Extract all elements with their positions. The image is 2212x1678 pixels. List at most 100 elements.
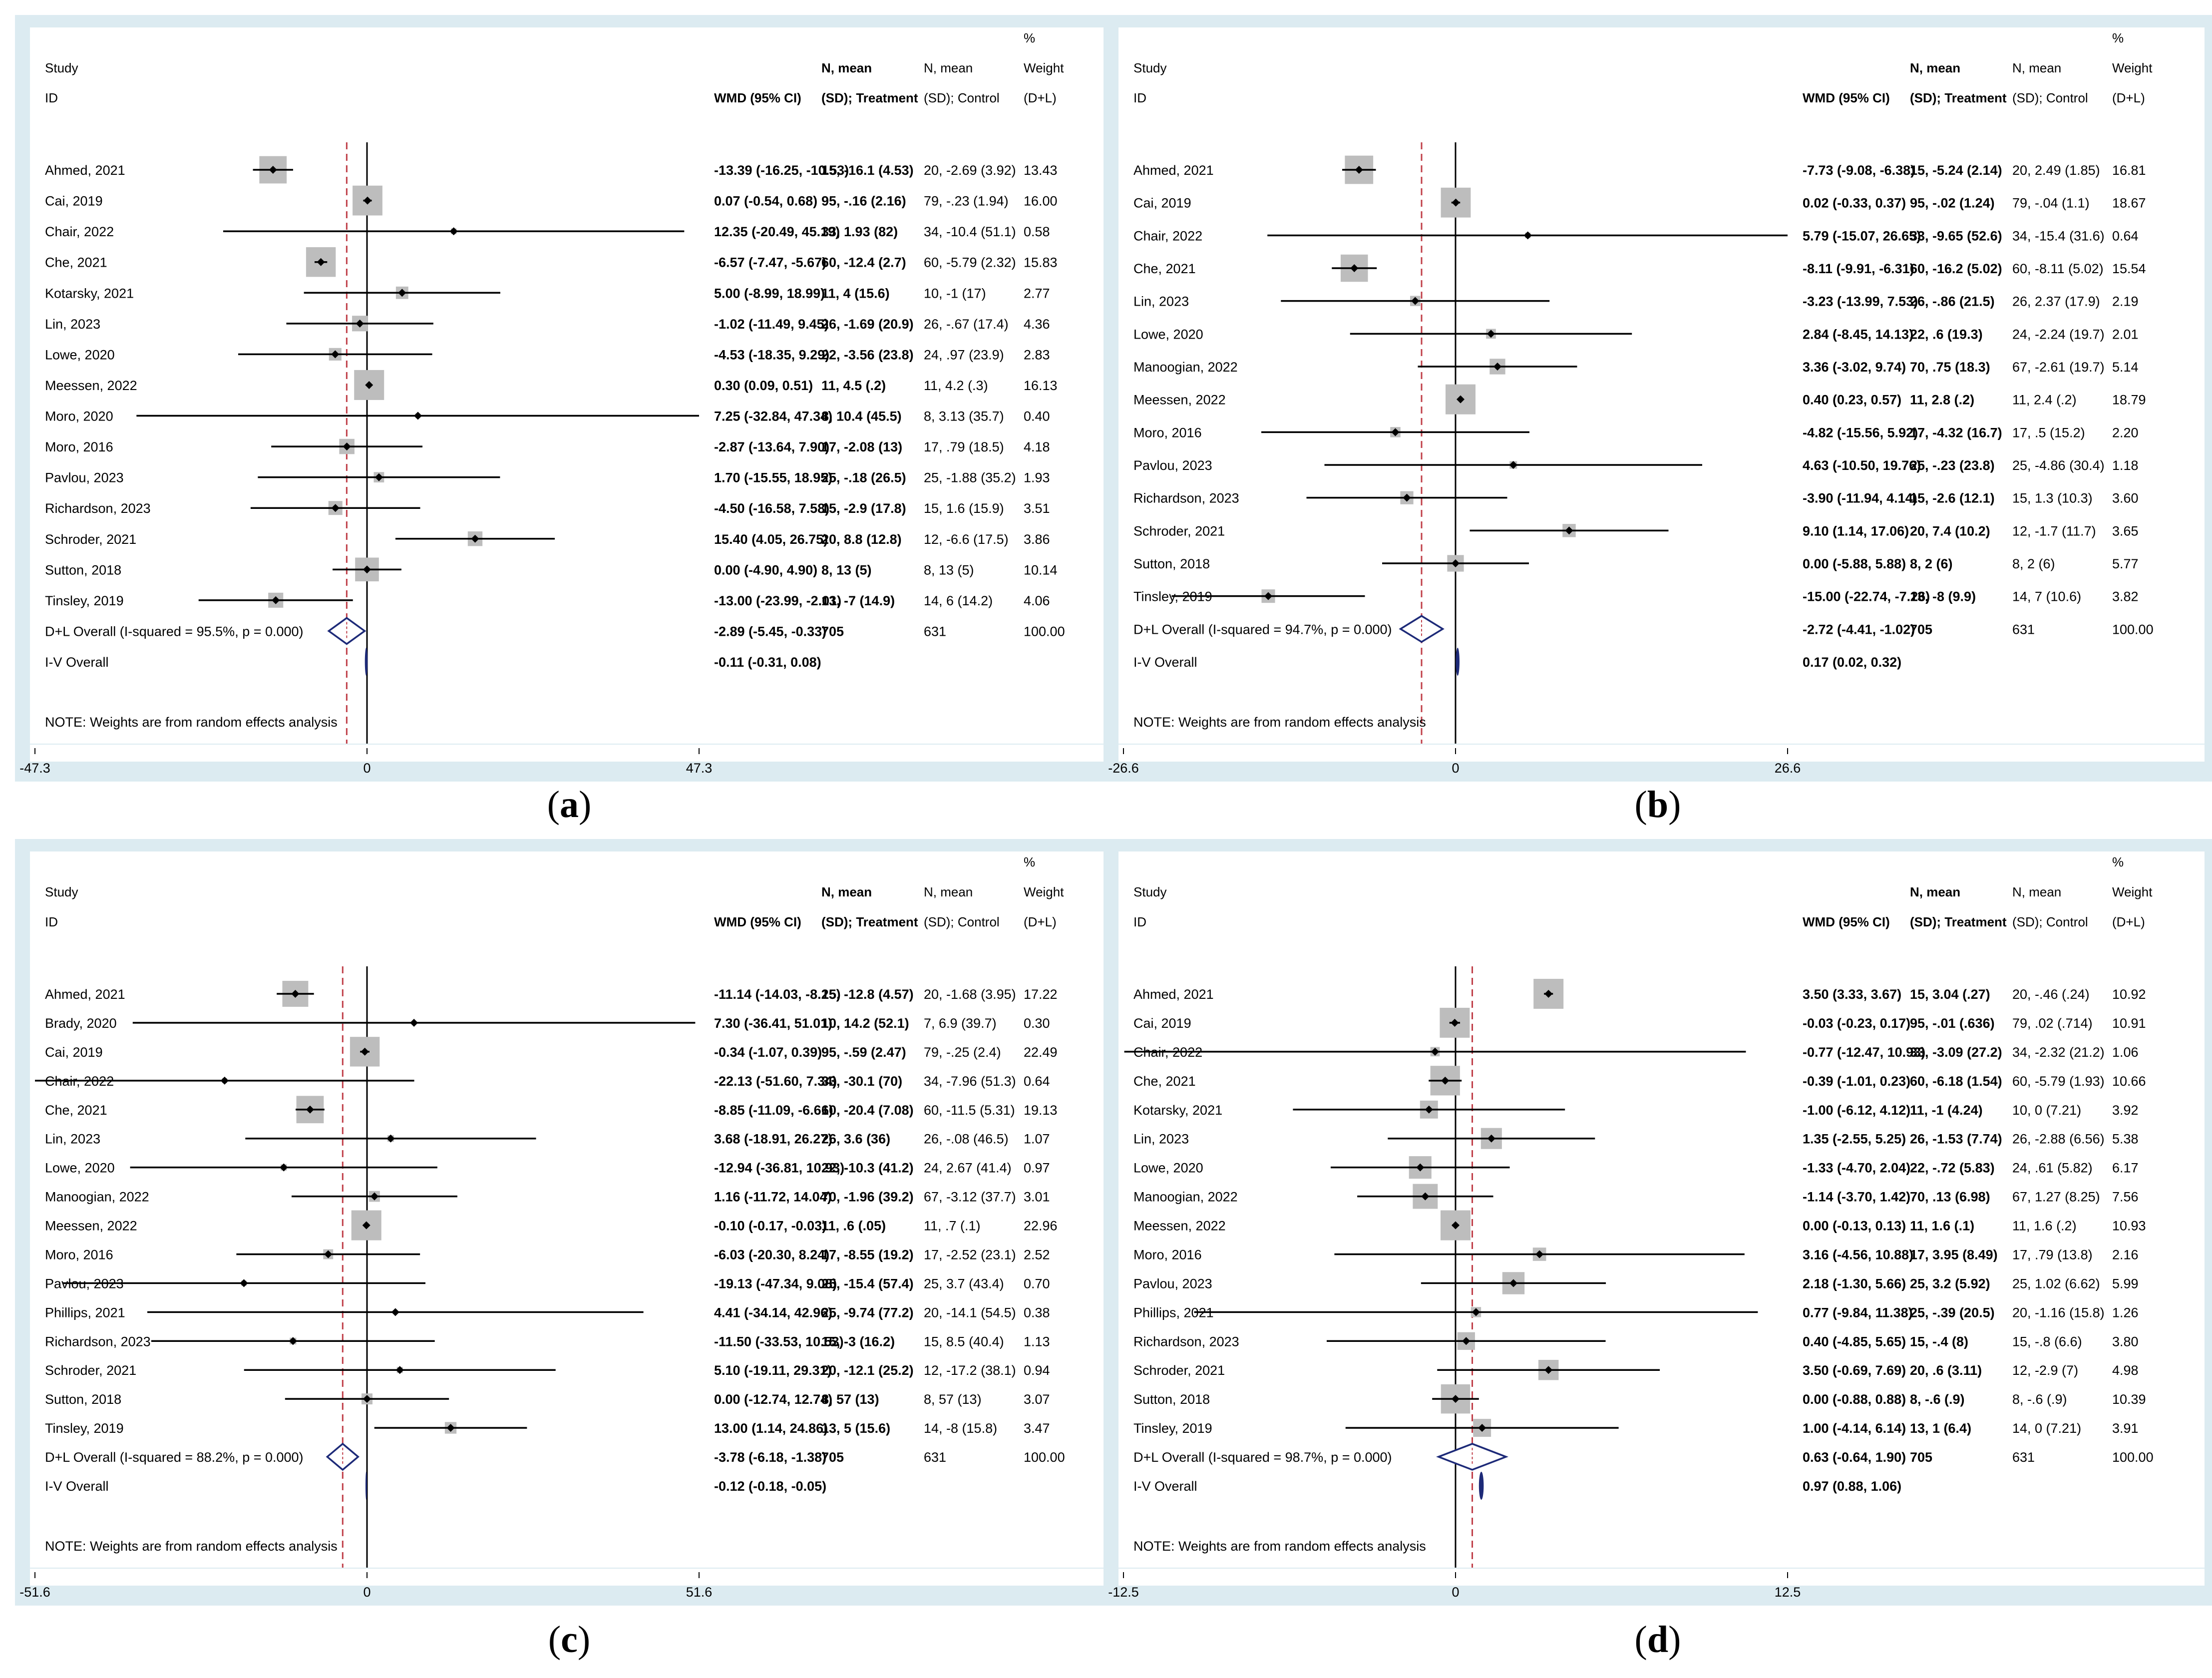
header-nmean-control: N, mean	[2012, 60, 2061, 75]
header-id: ID	[1133, 90, 1146, 105]
point-estimate	[1487, 330, 1495, 338]
point-estimate	[395, 1366, 404, 1374]
point-estimate	[471, 534, 479, 543]
ci-text: -8.11 (-9.91, -6.31)	[1803, 261, 1914, 276]
control-text: 8, 57 (13)	[924, 1392, 982, 1407]
point-estimate	[1478, 1424, 1486, 1432]
control-text: 26, -.67 (17.4)	[924, 317, 1009, 332]
study-label: Schroder, 2021	[1133, 523, 1225, 538]
study-label: Lin, 2023	[1133, 294, 1189, 309]
point-estimate	[356, 319, 364, 328]
weight-text: 1.18	[2112, 458, 2139, 473]
control-text: 25, -4.86 (30.4)	[2012, 458, 2105, 473]
point-estimate	[1452, 1395, 1460, 1403]
ci-text: -1.02 (-11.49, 9.45)	[714, 317, 829, 332]
study-label: Lin, 2023	[45, 317, 100, 332]
point-estimate	[1452, 1221, 1460, 1230]
weight-text: 3.65	[2112, 523, 2139, 538]
control-text: 15, 1.6 (15.9)	[924, 501, 1004, 516]
control-text: 20, 2.49 (1.85)	[2012, 163, 2100, 178]
control-text: 24, -2.24 (19.7)	[2012, 327, 2105, 342]
ci-text: 0.00 (-0.88, 0.88)	[1803, 1392, 1906, 1407]
control-text: 17, -2.52 (23.1)	[924, 1247, 1016, 1262]
overall-dl-label: D+L Overall (I-squared = 95.5%, p = 0.00…	[45, 624, 304, 639]
overall-iv-label: I-V Overall	[45, 655, 109, 670]
overall-iv-label: I-V Overall	[1133, 655, 1197, 670]
control-text: 12, -6.6 (17.5)	[924, 532, 1009, 547]
point-estimate	[363, 1395, 371, 1403]
point-estimate	[374, 473, 383, 481]
header-id: ID	[45, 90, 58, 105]
point-estimate	[331, 504, 340, 512]
ci-text: -4.53 (-18.35, 9.29)	[714, 347, 829, 362]
header-wmd: WMD (95% CI)	[714, 90, 801, 105]
control-text: 79, -.23 (1.94)	[924, 194, 1009, 209]
point-estimate	[1421, 1192, 1430, 1201]
treatment-text: 95, -.01 (.636)	[1910, 1016, 1995, 1031]
header-sd-control: (SD); Control	[924, 90, 1000, 105]
treatment-text: 11, 4.5 (.2)	[821, 378, 886, 393]
control-text: 34, -2.32 (21.2)	[2012, 1045, 2105, 1060]
treatment-text: 11, 2.8 (.2)	[1910, 393, 1974, 408]
control-text: 67, 1.27 (8.25)	[2012, 1190, 2100, 1205]
weight-text: 2.16	[2112, 1247, 2139, 1262]
ci-text: -0.03 (-0.23, 0.17)	[1803, 1016, 1910, 1031]
control-text: 8, 13 (5)	[924, 562, 974, 577]
header-dl: (D+L)	[2112, 90, 2145, 105]
weight-text: 1.26	[2112, 1305, 2139, 1320]
control-text: 34, -7.96 (51.3)	[924, 1074, 1016, 1089]
plot-area	[1118, 27, 2205, 762]
point-estimate	[1431, 1047, 1440, 1056]
treatment-text: 95, -.16 (2.16)	[821, 194, 906, 209]
study-label: Meessen, 2022	[1133, 1219, 1226, 1234]
ci-text: 5.10 (-19.11, 29.31)	[714, 1363, 832, 1378]
weight-text: 4.18	[1024, 439, 1050, 454]
point-estimate	[1391, 428, 1400, 436]
ci-text: -1.14 (-3.70, 1.42)	[1803, 1190, 1910, 1205]
point-estimate	[306, 1105, 314, 1114]
point-estimate	[1472, 1308, 1480, 1316]
overall-dl-treat: 705	[1910, 622, 1932, 637]
treatment-text: 26, -1.69 (20.9)	[821, 317, 914, 332]
control-text: 79, .02 (.714)	[2012, 1016, 2093, 1031]
treatment-text: 10, 14.2 (52.1)	[821, 1016, 909, 1031]
control-text: 24, 2.67 (41.4)	[924, 1161, 1012, 1176]
ci-text: -2.87 (-13.64, 7.90)	[714, 439, 829, 454]
weight-text: 1.13	[1024, 1334, 1050, 1349]
weight-text: 0.64	[2112, 228, 2139, 243]
treatment-text: 60, -20.4 (7.08)	[821, 1103, 914, 1118]
ci-text: 1.35 (-2.55, 5.25)	[1803, 1132, 1906, 1147]
control-text: 25, -1.88 (35.2)	[924, 470, 1016, 485]
point-estimate	[446, 1424, 455, 1432]
weight-text: 17.22	[1024, 987, 1058, 1002]
header-sd-control: (SD); Control	[2012, 90, 2088, 105]
study-label: Cai, 2019	[1133, 196, 1191, 211]
ci-text: 4.63 (-10.50, 19.76)	[1803, 458, 1921, 473]
treatment-text: 70, .13 (6.98)	[1910, 1190, 1990, 1205]
control-text: 20, -14.1 (54.5)	[924, 1305, 1016, 1320]
control-text: 25, 1.02 (6.62)	[2012, 1276, 2100, 1291]
header-study: Study	[45, 884, 78, 899]
treatment-text: 20, 7.4 (10.2)	[1910, 523, 1990, 538]
treatment-text: 17, -2.08 (13)	[821, 439, 902, 454]
header-study: Study	[1133, 884, 1167, 899]
treatment-text: 8, -.6 (.9)	[1910, 1392, 1965, 1407]
point-estimate	[1441, 1076, 1450, 1085]
control-text: 12, -17.2 (38.1)	[924, 1363, 1016, 1378]
weight-text: 10.92	[2112, 987, 2146, 1002]
treatment-text: 33, 1.93 (82)	[821, 224, 898, 239]
weight-text: 15.54	[2112, 261, 2146, 276]
ci-text: 7.30 (-36.41, 51.01)	[714, 1016, 832, 1031]
treatment-text: 8, 2 (6)	[1910, 556, 1953, 571]
ci-text: 7.25 (-32.84, 47.34)	[714, 409, 832, 424]
panel-a: % Study N, mean N, mean Weight ID WMD (95% CI)…	[15, 15, 1123, 782]
point-estimate	[361, 1047, 369, 1056]
treatment-text: 26, -1.53 (7.74)	[1910, 1132, 2002, 1147]
x-tick-label: 47.3	[686, 761, 713, 776]
study-label: Moro, 2016	[45, 439, 113, 454]
header-nmean-treatment: N, mean	[821, 884, 872, 899]
weight-text: 10.66	[2112, 1074, 2146, 1089]
treatment-text: 25, -.39 (20.5)	[1910, 1305, 1995, 1320]
header-dl: (D+L)	[2112, 914, 2145, 929]
weight-text: 0.70	[1024, 1276, 1050, 1291]
